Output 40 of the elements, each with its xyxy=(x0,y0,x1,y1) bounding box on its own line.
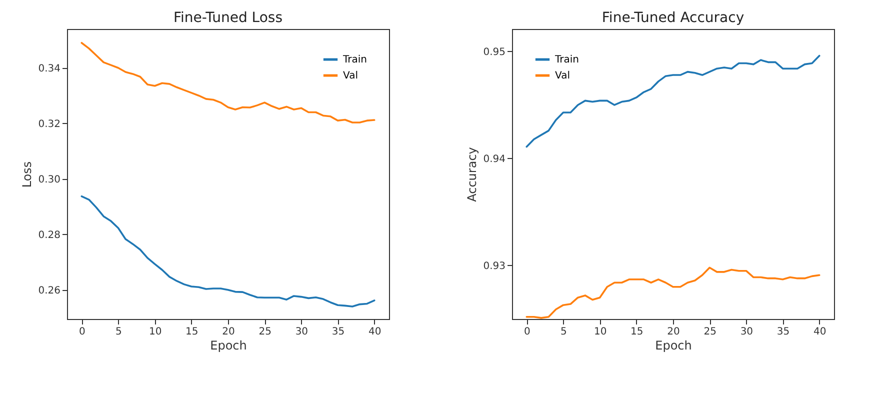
legend-label: Val xyxy=(555,70,570,82)
x-tick-label: 30 xyxy=(295,326,308,338)
x-tick-label: 15 xyxy=(630,326,644,338)
line-series xyxy=(80,42,376,124)
x-tick-label: 40 xyxy=(368,326,382,338)
x-tick-label: 30 xyxy=(740,326,754,338)
x-tick-label: 10 xyxy=(148,326,162,338)
x-tick-label: 0 xyxy=(524,326,530,338)
y-tick-label: 0.30 xyxy=(38,174,60,186)
y-axis-title: Loss xyxy=(20,161,34,188)
y-tick-label: 0.34 xyxy=(38,63,60,74)
y-tick-label: 0.28 xyxy=(38,230,60,241)
line-series xyxy=(526,54,820,148)
x-tick-label: 20 xyxy=(667,326,680,338)
x-tick-label: 25 xyxy=(258,326,272,338)
legend-label: Train xyxy=(554,54,579,66)
chart-title: Fine-Tuned Accuracy xyxy=(602,10,744,26)
x-tick-label: 35 xyxy=(776,326,790,338)
x-tick-label: 40 xyxy=(813,326,826,338)
x-tick-label: 5 xyxy=(560,326,567,338)
x-axis-title: Epoch xyxy=(210,338,247,352)
line-series xyxy=(526,266,820,319)
x-axis-title: Epoch xyxy=(655,338,692,352)
y-tick-label: 0.32 xyxy=(38,118,60,130)
y-tick-label: 0.95 xyxy=(483,46,506,58)
x-tick-label: 25 xyxy=(704,326,716,338)
x-tick-label: 5 xyxy=(116,326,122,338)
chart-title: Fine-Tuned Loss xyxy=(173,10,283,26)
x-tick-label: 0 xyxy=(78,326,86,338)
y-tick-label: 0.94 xyxy=(483,154,506,165)
y-axis-title: Accuracy xyxy=(465,147,480,202)
y-tick-label: 0.93 xyxy=(483,260,506,272)
x-tick-label: 35 xyxy=(332,326,345,338)
x-tick-label: 10 xyxy=(594,326,607,338)
legend-label: Train xyxy=(342,54,367,66)
legend-label: Val xyxy=(343,70,358,82)
x-tick-label: 15 xyxy=(186,326,198,338)
y-tick-label: 0.26 xyxy=(38,285,60,296)
line-series xyxy=(80,195,376,308)
x-tick-label: 20 xyxy=(222,326,235,338)
